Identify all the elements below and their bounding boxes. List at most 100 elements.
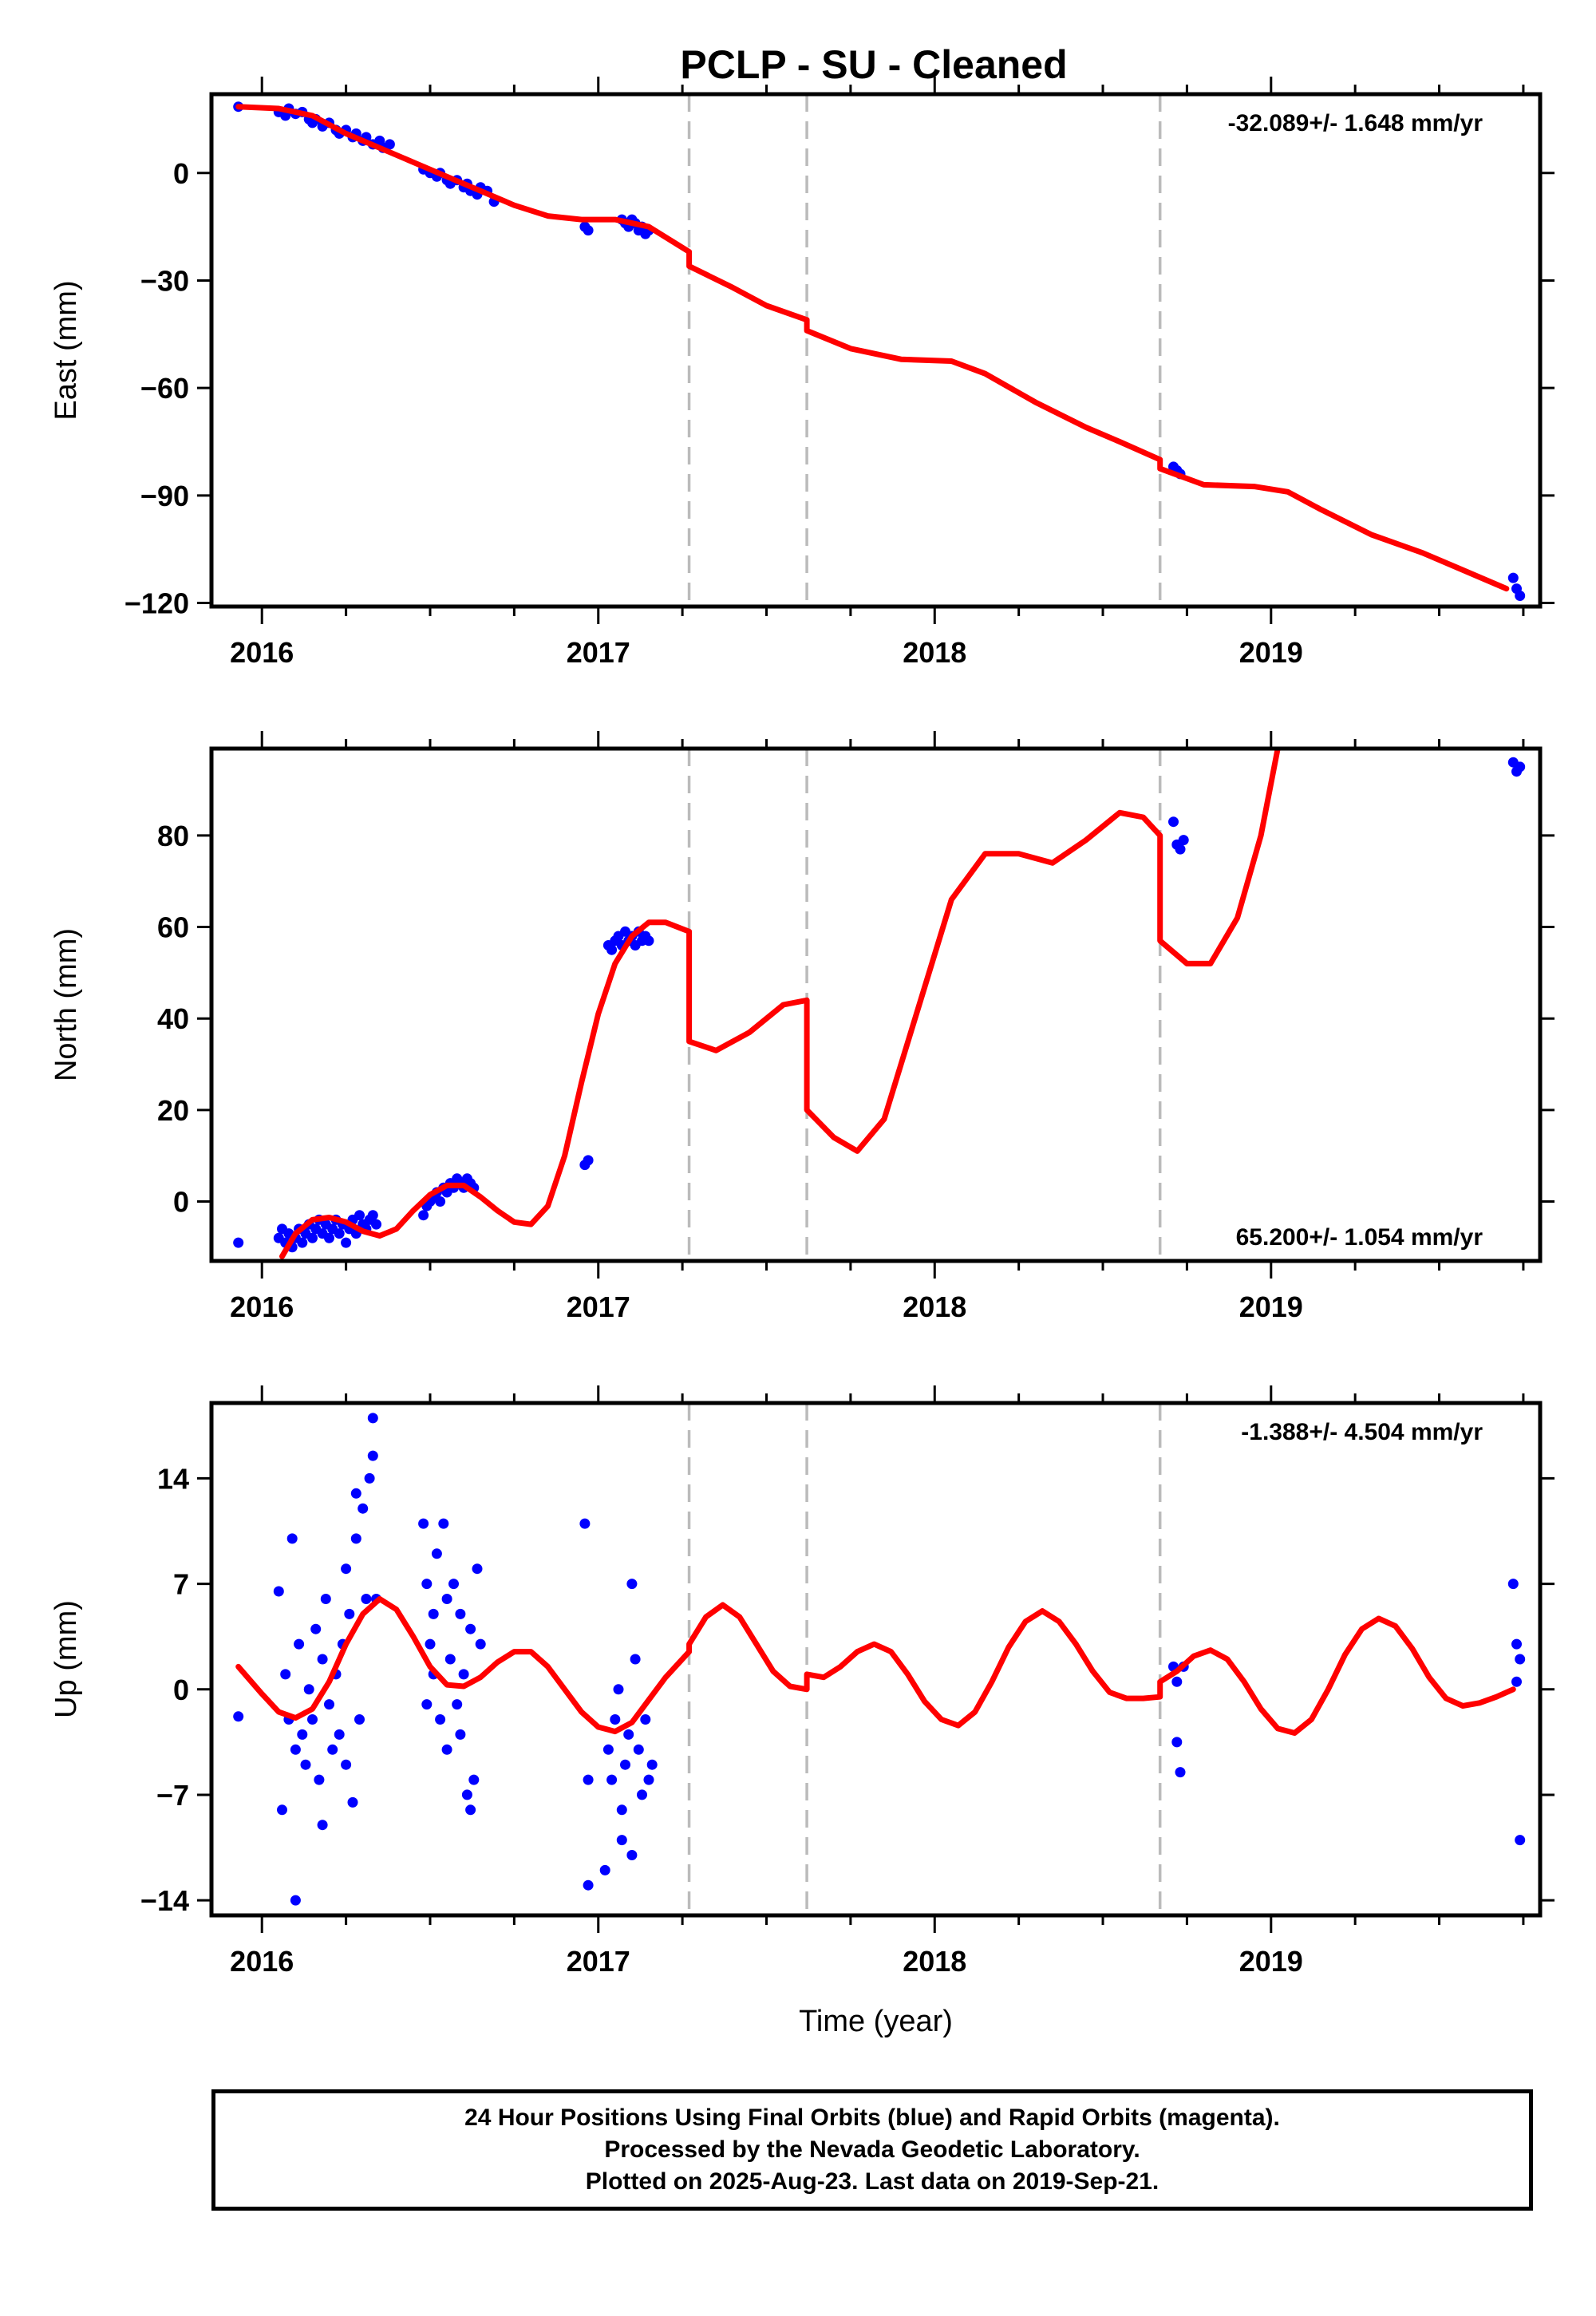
data-point [286,1533,298,1544]
x-tick-label: 2019 [1239,636,1303,669]
data-point [350,1533,361,1544]
data-point [367,1210,378,1221]
data-point [273,1586,284,1597]
data-point [341,1237,352,1248]
data-point [1515,1835,1526,1846]
data-point [320,1594,331,1604]
y-tick-label: −7 [156,1779,189,1812]
data-point [1171,1737,1183,1748]
plot-frame [209,92,1543,609]
data-point [428,1608,439,1619]
data-point [1515,591,1526,601]
data-point [583,1155,594,1166]
data-point [643,1774,654,1785]
data-point [310,1623,322,1634]
data-point [418,1210,429,1221]
y-axis-label: East (mm) [49,280,83,420]
data-point [468,1774,480,1785]
data-point [472,1563,483,1575]
y-tick-label: −14 [140,1884,189,1917]
data-point [371,1219,381,1230]
footer-line-2: Processed by the Nevada Geodetic Laborat… [604,2136,1140,2163]
data-point [602,1744,614,1755]
data-point [294,1638,305,1650]
data-point [630,1654,641,1665]
y-tick-label: 60 [157,911,189,944]
data-point [364,1472,375,1484]
figure-title: PCLP - SU - Cleaned [680,42,1067,87]
data-point [421,1699,433,1710]
footer-box: 24 Hour Positions Using Final Orbits (bl… [211,2089,1533,2211]
data-point [448,1579,459,1590]
data-point [341,1759,352,1770]
data-point [455,1608,466,1619]
data-point [637,1789,647,1800]
data-point [341,1563,352,1575]
model-line [235,1596,1516,1736]
data-point [233,1711,244,1722]
data-point [290,1895,301,1906]
data-point [1175,1767,1186,1778]
data-point [421,1579,433,1590]
data-point [435,1714,446,1725]
model-line [279,749,1281,1259]
data-point [431,1548,442,1559]
data-point [1507,572,1519,583]
data-point [1171,1676,1183,1687]
data-point [1507,1579,1519,1590]
data-point [458,1669,469,1680]
y-tick-label: 40 [157,1002,189,1035]
data-point [324,1232,334,1243]
panel-3: 14 7 0 −7 −14 2016 2017 2018 2019 Up (mm) Time (ye… [49,1385,1555,2038]
data-point [307,1232,318,1243]
x-tick-label: 2017 [567,1290,630,1323]
rate-label: 65.200+/- 1.054 mm/yr [1236,1224,1483,1251]
data-point [314,1774,325,1785]
data-point [1515,761,1526,773]
panel-1: 0 −30 −60 −90 −120 2016 2017 2018 2019 East (mm) -… [49,77,1555,669]
data-point [303,1684,314,1695]
footer-line-1: 24 Hour Positions Using Final Orbits (bl… [464,2105,1280,2131]
data-point [616,1804,627,1816]
data-point [441,1594,452,1604]
data-point [583,225,594,236]
data-point [350,1488,361,1499]
data-point [367,1413,378,1424]
plot-area [233,101,1526,601]
data-point [461,1789,472,1800]
data-point [616,1835,627,1846]
x-tick-label: 2016 [230,636,294,669]
data-point [418,1518,429,1529]
rate-label: -1.388+/- 4.504 mm/yr [1241,1419,1483,1445]
data-point [233,1237,244,1248]
data-point [361,1594,372,1604]
data-point [444,1654,456,1665]
data-point [455,1729,466,1740]
data-point [324,1699,334,1710]
y-tick-label: −90 [140,480,189,512]
data-point [583,1774,594,1785]
data-point [599,1864,610,1875]
data-point [606,944,618,955]
data-point [633,1744,644,1755]
data-point [441,1744,452,1755]
data-point [646,1759,658,1770]
data-point [606,1774,618,1785]
data-point [465,1804,476,1816]
rate-label: -32.089+/- 1.648 mm/yr [1228,110,1483,136]
data-point [344,1608,355,1619]
data-point [475,1638,486,1650]
data-point [317,1654,328,1665]
x-tick-label: 2019 [1239,1290,1303,1323]
data-point [347,1796,358,1808]
x-tick-label: 2016 [230,1290,294,1323]
data-point [438,1518,449,1529]
x-tick-label: 2018 [903,1290,966,1323]
data-point [307,1714,318,1725]
footer-line-3: Plotted on 2025-Aug-23. Last data on 201… [585,2168,1159,2195]
data-point [300,1759,311,1770]
data-point [277,1804,287,1816]
data-point [367,1450,378,1461]
y-tick-label: 0 [173,1185,189,1218]
data-point [354,1714,365,1725]
